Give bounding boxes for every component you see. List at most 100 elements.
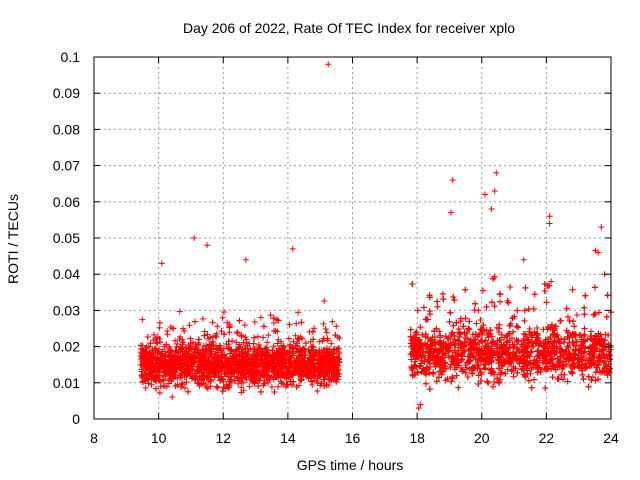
data-point bbox=[201, 332, 208, 339]
data-point bbox=[292, 332, 299, 339]
data-point bbox=[333, 364, 340, 371]
data-point bbox=[147, 340, 154, 347]
data-point bbox=[473, 320, 480, 327]
data-point bbox=[273, 349, 280, 356]
data-point bbox=[309, 382, 316, 389]
data-point bbox=[264, 339, 271, 346]
data-point bbox=[569, 286, 576, 293]
data-point bbox=[477, 316, 484, 323]
data-point bbox=[335, 373, 342, 380]
data-point bbox=[556, 318, 563, 325]
data-point bbox=[144, 376, 151, 383]
data-point bbox=[277, 338, 284, 345]
data-point bbox=[208, 377, 215, 384]
data-point bbox=[528, 384, 535, 391]
data-point bbox=[181, 385, 188, 392]
data-point bbox=[174, 381, 181, 388]
data-point bbox=[176, 308, 183, 315]
data-point bbox=[422, 380, 429, 387]
data-point bbox=[255, 383, 262, 390]
data-point bbox=[300, 345, 307, 352]
data-point bbox=[257, 388, 264, 395]
data-point bbox=[541, 287, 548, 294]
data-point bbox=[172, 337, 179, 344]
data-point bbox=[244, 342, 251, 349]
data-point bbox=[174, 340, 181, 347]
data-point bbox=[196, 339, 203, 346]
data-point bbox=[336, 356, 343, 363]
data-point bbox=[241, 322, 248, 329]
data-point bbox=[185, 388, 192, 395]
data-point bbox=[254, 333, 261, 340]
data-point bbox=[178, 345, 185, 352]
data-point bbox=[272, 327, 279, 334]
data-point bbox=[320, 335, 327, 342]
data-point bbox=[335, 355, 342, 362]
data-point bbox=[570, 318, 577, 325]
data-point bbox=[580, 376, 587, 383]
data-point bbox=[234, 330, 241, 337]
data-point bbox=[169, 394, 176, 401]
data-point bbox=[238, 333, 245, 340]
data-point bbox=[510, 373, 517, 380]
data-point bbox=[163, 383, 170, 390]
data-point bbox=[513, 323, 520, 330]
data-point bbox=[585, 383, 592, 390]
data-point bbox=[329, 318, 336, 325]
data-point bbox=[475, 307, 482, 314]
data-point bbox=[235, 380, 242, 387]
data-point bbox=[603, 313, 610, 320]
data-point bbox=[483, 303, 490, 310]
data-point bbox=[270, 315, 277, 322]
data-point bbox=[204, 331, 211, 338]
data-point bbox=[147, 371, 154, 378]
data-point bbox=[275, 317, 282, 324]
data-point bbox=[426, 370, 433, 377]
data-point bbox=[173, 344, 180, 351]
data-point bbox=[453, 372, 460, 379]
chart-title: Day 206 of 2022, Rate Of TEC Index for r… bbox=[183, 20, 515, 36]
data-point bbox=[336, 350, 343, 357]
data-point bbox=[221, 370, 228, 377]
data-point bbox=[224, 319, 231, 326]
data-point bbox=[153, 385, 160, 392]
data-point bbox=[246, 383, 253, 390]
data-point bbox=[446, 318, 453, 325]
data-point bbox=[417, 324, 424, 331]
data-point bbox=[439, 290, 446, 297]
data-point bbox=[595, 376, 602, 383]
data-point bbox=[192, 341, 199, 348]
data-point bbox=[530, 305, 537, 312]
data-point bbox=[496, 290, 503, 297]
data-point bbox=[218, 327, 225, 334]
data-point bbox=[298, 319, 305, 326]
data-point bbox=[268, 384, 275, 391]
data-point bbox=[322, 326, 329, 333]
data-point bbox=[155, 366, 162, 373]
data-point bbox=[293, 320, 300, 327]
data-point bbox=[186, 322, 193, 329]
data-point bbox=[309, 328, 316, 335]
data-point bbox=[187, 367, 194, 374]
data-point bbox=[302, 352, 309, 359]
data-point bbox=[525, 306, 532, 313]
data-point bbox=[592, 369, 599, 376]
data-point bbox=[156, 389, 163, 396]
data-point bbox=[251, 318, 258, 325]
data-points bbox=[137, 61, 614, 412]
data-point bbox=[318, 380, 325, 387]
data-point bbox=[270, 343, 277, 350]
data-point bbox=[209, 338, 216, 345]
data-point bbox=[286, 321, 293, 328]
data-point bbox=[321, 298, 328, 305]
data-point bbox=[314, 388, 321, 395]
data-point bbox=[176, 357, 183, 364]
data-point bbox=[151, 331, 158, 338]
data-point bbox=[290, 338, 297, 345]
data-point bbox=[455, 384, 462, 391]
data-point bbox=[581, 311, 588, 318]
data-point bbox=[144, 334, 151, 341]
data-point bbox=[311, 325, 318, 332]
data-point bbox=[260, 382, 267, 389]
data-point bbox=[227, 350, 234, 357]
